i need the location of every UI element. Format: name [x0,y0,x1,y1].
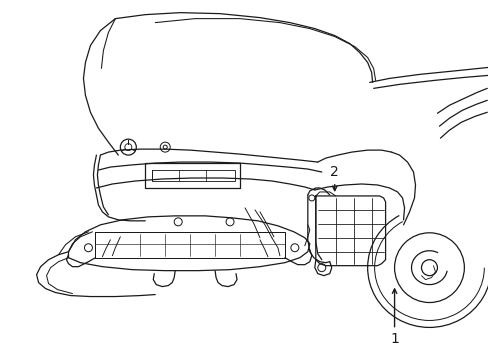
Text: 1: 1 [389,289,398,346]
Text: 2: 2 [330,165,338,190]
